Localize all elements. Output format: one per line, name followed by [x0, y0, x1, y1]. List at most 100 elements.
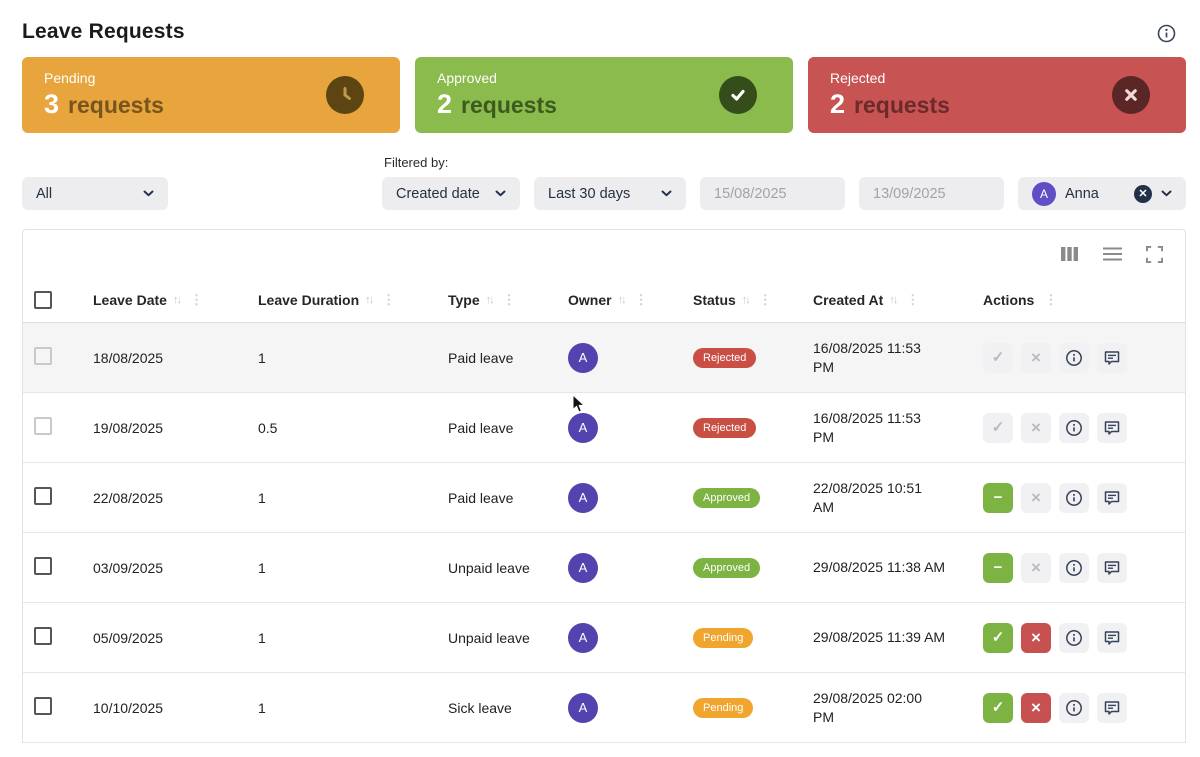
row-checkbox[interactable]	[34, 417, 52, 435]
info-button[interactable]	[1059, 552, 1089, 583]
created-at-line2: PM	[813, 358, 834, 375]
status-badge: Pending	[693, 697, 754, 718]
leave-duration-cell: 1	[258, 559, 266, 576]
sort-icon[interactable]: ↑↓	[617, 294, 627, 306]
reject-button[interactable]: ×	[1021, 482, 1051, 513]
reject-button[interactable]: ×	[1021, 412, 1051, 443]
sort-icon[interactable]: ↑↓	[172, 294, 182, 306]
row-checkbox[interactable]	[34, 487, 52, 505]
actions-cell: ✓ ×	[971, 412, 1185, 443]
select-all-checkbox[interactable]	[34, 291, 52, 309]
created-at-line1: 16/08/2025 11:53	[813, 409, 921, 426]
leave-date-cell: 19/08/2025	[93, 419, 164, 436]
owner-avatar: A	[568, 342, 598, 373]
sort-icon[interactable]: ↑↓	[741, 294, 751, 306]
reject-button[interactable]: ×	[1021, 342, 1051, 373]
comment-button[interactable]	[1097, 552, 1127, 583]
approve-button[interactable]: ✓	[983, 412, 1013, 443]
column-menu-icon[interactable]: ⋮	[502, 292, 516, 307]
x-circle-icon	[1112, 76, 1150, 114]
column-menu-icon[interactable]: ⋮	[189, 292, 203, 307]
pending-unit: requests	[68, 92, 164, 118]
comment-icon	[1103, 559, 1121, 577]
field-filter-group: Filtered by: Created date	[382, 155, 520, 210]
field-dropdown-value: Created date	[396, 185, 480, 202]
actions-cell: ✓ ×	[971, 622, 1185, 653]
row-checkbox[interactable]	[34, 557, 52, 575]
columns-icon[interactable]	[1061, 246, 1079, 262]
leave-requests-table: Leave Date ↑↓ ⋮ Leave Duration ↑↓ ⋮ Type ↑↓ ⋮ …	[22, 229, 1186, 743]
sort-icon[interactable]: ↑↓	[485, 294, 495, 306]
info-button[interactable]	[1059, 412, 1089, 443]
table-row: 10/10/2025 1 Sick leave A Pending 29/08/…	[23, 673, 1185, 743]
approve-button[interactable]: ✓	[983, 692, 1013, 723]
leave-date-cell: 22/08/2025	[93, 489, 164, 506]
leave-duration-cell: 0.5	[258, 419, 278, 436]
date-to-input[interactable]: 13/09/2025	[859, 177, 1004, 210]
owner-avatar: A	[568, 692, 598, 723]
approve-button[interactable]: ✓	[983, 622, 1013, 653]
column-menu-icon[interactable]: ⋮	[634, 292, 648, 307]
column-menu-icon[interactable]: ⋮	[758, 292, 772, 307]
chevron-down-icon	[661, 190, 672, 197]
rejected-card-label: Rejected	[830, 70, 886, 86]
column-menu-icon[interactable]: ⋮	[906, 292, 920, 307]
filters-bar: All Filtered by: Created date Last 30 da…	[22, 155, 1186, 210]
table-body: 18/08/2025 1 Paid leave A Rejected 16/08…	[23, 323, 1185, 743]
filtered-by-label: Filtered by:	[384, 155, 449, 170]
scope-dropdown[interactable]: All	[22, 177, 168, 210]
row-checkbox[interactable]	[34, 697, 52, 715]
info-button[interactable]	[1059, 692, 1089, 723]
rejected-unit: requests	[854, 92, 950, 118]
row-checkbox[interactable]	[34, 627, 52, 645]
info-icon	[1065, 349, 1083, 367]
info-icon	[1065, 629, 1083, 647]
column-menu-icon[interactable]: ⋮	[382, 292, 396, 307]
approve-button[interactable]: −	[983, 552, 1013, 583]
table-header-row: Leave Date ↑↓ ⋮ Leave Duration ↑↓ ⋮ Type ↑↓ ⋮ …	[23, 278, 1185, 323]
pending-card: Pending 3 requests	[22, 57, 400, 133]
column-menu-icon[interactable]: ⋮	[1044, 292, 1058, 307]
check-circle-icon	[719, 76, 757, 114]
leave-duration-cell: 1	[258, 699, 266, 716]
reject-button[interactable]: ×	[1021, 552, 1051, 583]
fullscreen-icon[interactable]	[1146, 245, 1163, 263]
row-density-icon[interactable]	[1103, 246, 1122, 262]
info-button[interactable]	[1059, 622, 1089, 653]
info-button[interactable]	[1059, 342, 1089, 373]
comment-button[interactable]	[1097, 622, 1127, 653]
date-from-input[interactable]: 15/08/2025	[700, 177, 845, 210]
topbar: Leave Requests	[22, 20, 1186, 44]
sort-icon[interactable]: ↑↓	[365, 294, 374, 306]
col-type: Type	[448, 292, 480, 308]
status-badge: Pending	[693, 627, 754, 648]
field-dropdown[interactable]: Created date	[382, 177, 520, 210]
approve-button[interactable]: −	[983, 482, 1013, 513]
comment-button[interactable]	[1097, 412, 1127, 443]
clear-owner-icon[interactable]: ✕	[1134, 184, 1152, 203]
table-row: 19/08/2025 0.5 Paid leave A Rejected 16/…	[23, 393, 1185, 463]
range-dropdown[interactable]: Last 30 days	[534, 177, 686, 210]
approve-button[interactable]: ✓	[983, 342, 1013, 373]
approved-unit: requests	[461, 92, 557, 118]
comment-button[interactable]	[1097, 482, 1127, 513]
reject-button[interactable]: ×	[1021, 622, 1051, 653]
comment-button[interactable]	[1097, 692, 1127, 723]
comment-icon	[1103, 629, 1121, 647]
sort-icon[interactable]: ↑↓	[889, 294, 898, 306]
owner-filter-chip[interactable]: A Anna ✕	[1018, 177, 1186, 210]
owner-chip-avatar: A	[1032, 181, 1056, 206]
row-checkbox[interactable]	[34, 347, 52, 365]
col-created-at: Created At	[813, 292, 884, 308]
leave-duration-cell: 1	[258, 489, 266, 506]
info-icon[interactable]	[1157, 24, 1176, 43]
comment-button[interactable]	[1097, 342, 1127, 373]
created-at-cell: 29/08/2025 11:38 AM	[801, 558, 971, 577]
actions-cell: ✓ ×	[971, 692, 1185, 723]
created-at-line1: 16/08/2025 11:53	[813, 339, 921, 356]
info-button[interactable]	[1059, 482, 1089, 513]
chevron-down-icon[interactable]	[1161, 190, 1172, 197]
comment-icon	[1103, 489, 1121, 507]
owner-avatar: A	[568, 622, 598, 653]
reject-button[interactable]: ×	[1021, 692, 1051, 723]
